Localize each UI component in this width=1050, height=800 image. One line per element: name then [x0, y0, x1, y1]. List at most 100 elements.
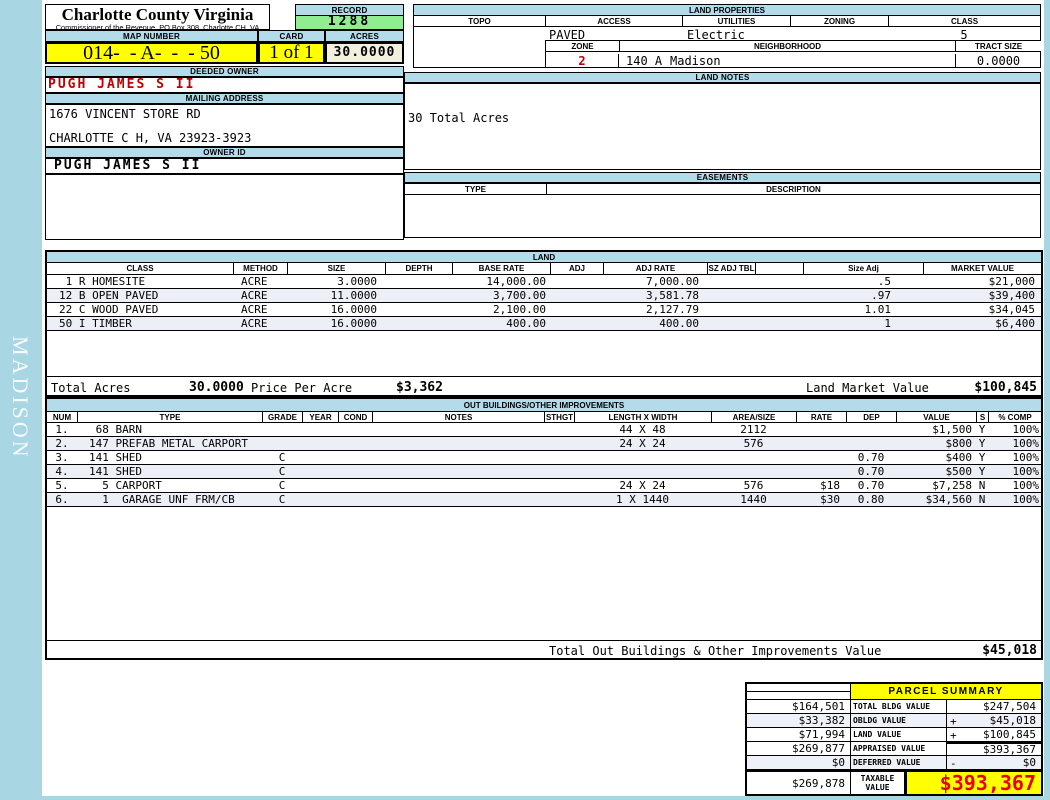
parcel-summary: PARCEL SUMMARY $164,501 TOTAL BLDG VALUE… [745, 682, 1043, 796]
map-number-label: MAP NUMBER [45, 30, 258, 42]
summary-right-value: $247,504 [983, 700, 1036, 713]
land-cell: ACRE [241, 288, 268, 302]
owner-id-value: PUGH JAMES S II [45, 158, 404, 174]
deeded-owner-value: PUGH JAMES S II [45, 77, 404, 93]
land-cell: 2,100.00 [493, 302, 546, 316]
ob-cell: Y [978, 422, 986, 436]
ob-h-grade: GRADE [262, 412, 302, 422]
watermark-neighborhood: MADISON [8, 336, 33, 460]
land-market-value-label: Land Market Value [806, 381, 929, 395]
ob-h-value: VALUE [896, 412, 976, 422]
land-cell: 3,700.00 [493, 288, 546, 302]
map-number-value: 014- - A- - - 50 [45, 42, 258, 64]
card-value: 1 of 1 [258, 42, 325, 64]
summary-left-header-cell [747, 684, 851, 700]
ob-cell [846, 437, 896, 450]
zone-value: 2 [546, 54, 619, 68]
acres-value: 30.0000 [325, 42, 404, 64]
outbuildings-title: OUT BUILDINGS/OTHER IMPROVEMENTS [47, 399, 1041, 412]
ob-cell [338, 451, 372, 464]
summary-right-value: $393,367 [983, 743, 1036, 756]
land-cell: 400.00 [506, 316, 546, 330]
ob-cell [262, 423, 302, 436]
summary-row: $269,877 APPRAISED VALUE $393,367 [747, 742, 1041, 756]
land-cell: 50 I TIMBER [59, 316, 132, 330]
outbuildings-total-row: Total Out Buildings & Other Improvements… [47, 640, 1041, 658]
ob-cell [338, 493, 372, 506]
ob-cell [302, 479, 338, 492]
tract-size-label: TRACT SIZE [955, 41, 1041, 51]
ob-cell [338, 423, 372, 436]
ob-cell [711, 451, 796, 464]
ob-cell: 5. [55, 478, 69, 492]
land-cell [755, 303, 803, 316]
land-h-class: CLASS [126, 264, 154, 273]
summary-row: $71,994 LAND VALUE + $100,845 [747, 728, 1041, 742]
ob-cell [338, 465, 372, 478]
ob-h-length-width: LENGTH X WIDTH [574, 412, 711, 422]
ob-cell [302, 465, 338, 478]
summary-row: $0 DEFERRED VALUE - $0 [747, 756, 1041, 770]
land-cell [707, 275, 755, 288]
land-cell [755, 317, 803, 330]
land-cell [385, 275, 452, 288]
total-acres-label: Total Acres [51, 381, 131, 395]
land-h-size-adj: Size Adj [803, 263, 923, 274]
ob-cell: 0.70 [857, 464, 885, 478]
ob-cell [796, 465, 846, 478]
ob-cell [711, 465, 796, 478]
ob-cell [544, 451, 574, 464]
summary-row-label: LAND VALUE [851, 728, 947, 742]
summary-header-row: PARCEL SUMMARY [747, 684, 1041, 700]
land-cell: $21,000 [988, 274, 1035, 288]
ob-cell [372, 479, 544, 492]
land-cell: 400.00 [659, 316, 699, 330]
land-cell [707, 303, 755, 316]
land-cell: 11.0000 [330, 288, 377, 302]
ob-cell [544, 437, 574, 450]
land-cell: 16.0000 [330, 316, 377, 330]
ob-h-type: TYPE [77, 412, 262, 422]
land-h-base-rate: BASE RATE [452, 263, 550, 274]
ob-cell: 0.80 [857, 492, 885, 506]
summary-title: PARCEL SUMMARY [851, 684, 1041, 700]
ob-cell [302, 437, 338, 450]
summary-left-value: $164,501 [747, 700, 851, 714]
card-label: CARD [258, 30, 325, 42]
land-cell: 3.0000 [337, 274, 377, 288]
class-value: 5 [960, 28, 968, 42]
ob-cell: 5 CARPORT [89, 478, 162, 492]
ob-cell: Y [978, 436, 986, 450]
land-cell: ACRE [241, 316, 268, 330]
summary-row: $164,501 TOTAL BLDG VALUE $247,504 [747, 700, 1041, 714]
outbuildings-header-row: NUM TYPE GRADE YEAR COND NOTES STHGT LEN… [47, 412, 1041, 423]
land-cell [550, 289, 603, 302]
land-properties-title: LAND PROPERTIES [414, 5, 1040, 16]
summary-row-label: APPRAISED VALUE [851, 742, 947, 756]
ob-cell [796, 437, 846, 450]
ob-cell: N [978, 478, 986, 492]
easements-header-row: TYPE DESCRIPTION [404, 183, 1041, 194]
utilities-label: UTILITIES [682, 16, 790, 26]
outbuilding-row: 2. 147 PREFAB METAL CARPORT 24 X 24 576 … [47, 437, 1041, 451]
land-properties-header-row: TOPO ACCESS UTILITIES ZONING CLASS [414, 16, 1040, 27]
ob-cell: 2112 [740, 422, 767, 436]
land-cell: ACRE [241, 274, 268, 288]
ob-cell [574, 465, 711, 478]
ob-cell [262, 437, 302, 450]
summary-left-value: $71,994 [747, 728, 851, 742]
land-cell [755, 275, 803, 288]
price-per-acre-value: $3,362 [396, 380, 443, 395]
address-line-2: CHARLOTTE C H, VA 23923-3923 [49, 131, 252, 145]
utilities-value: Electric [687, 28, 745, 42]
land-cell: 1 [884, 316, 891, 330]
ob-cell: 100% [1012, 492, 1040, 506]
taxable-value: $393,367 [905, 771, 1041, 795]
ob-cell [302, 451, 338, 464]
zone-subbox: ZONE NEIGHBORHOOD TRACT SIZE 2 140 A Mad… [545, 40, 1041, 68]
ob-cell [338, 479, 372, 492]
ob-cell: 100% [1012, 478, 1040, 492]
land-h-blank [755, 263, 803, 274]
ob-cell: C [278, 450, 286, 464]
land-cell: .97 [871, 288, 891, 302]
